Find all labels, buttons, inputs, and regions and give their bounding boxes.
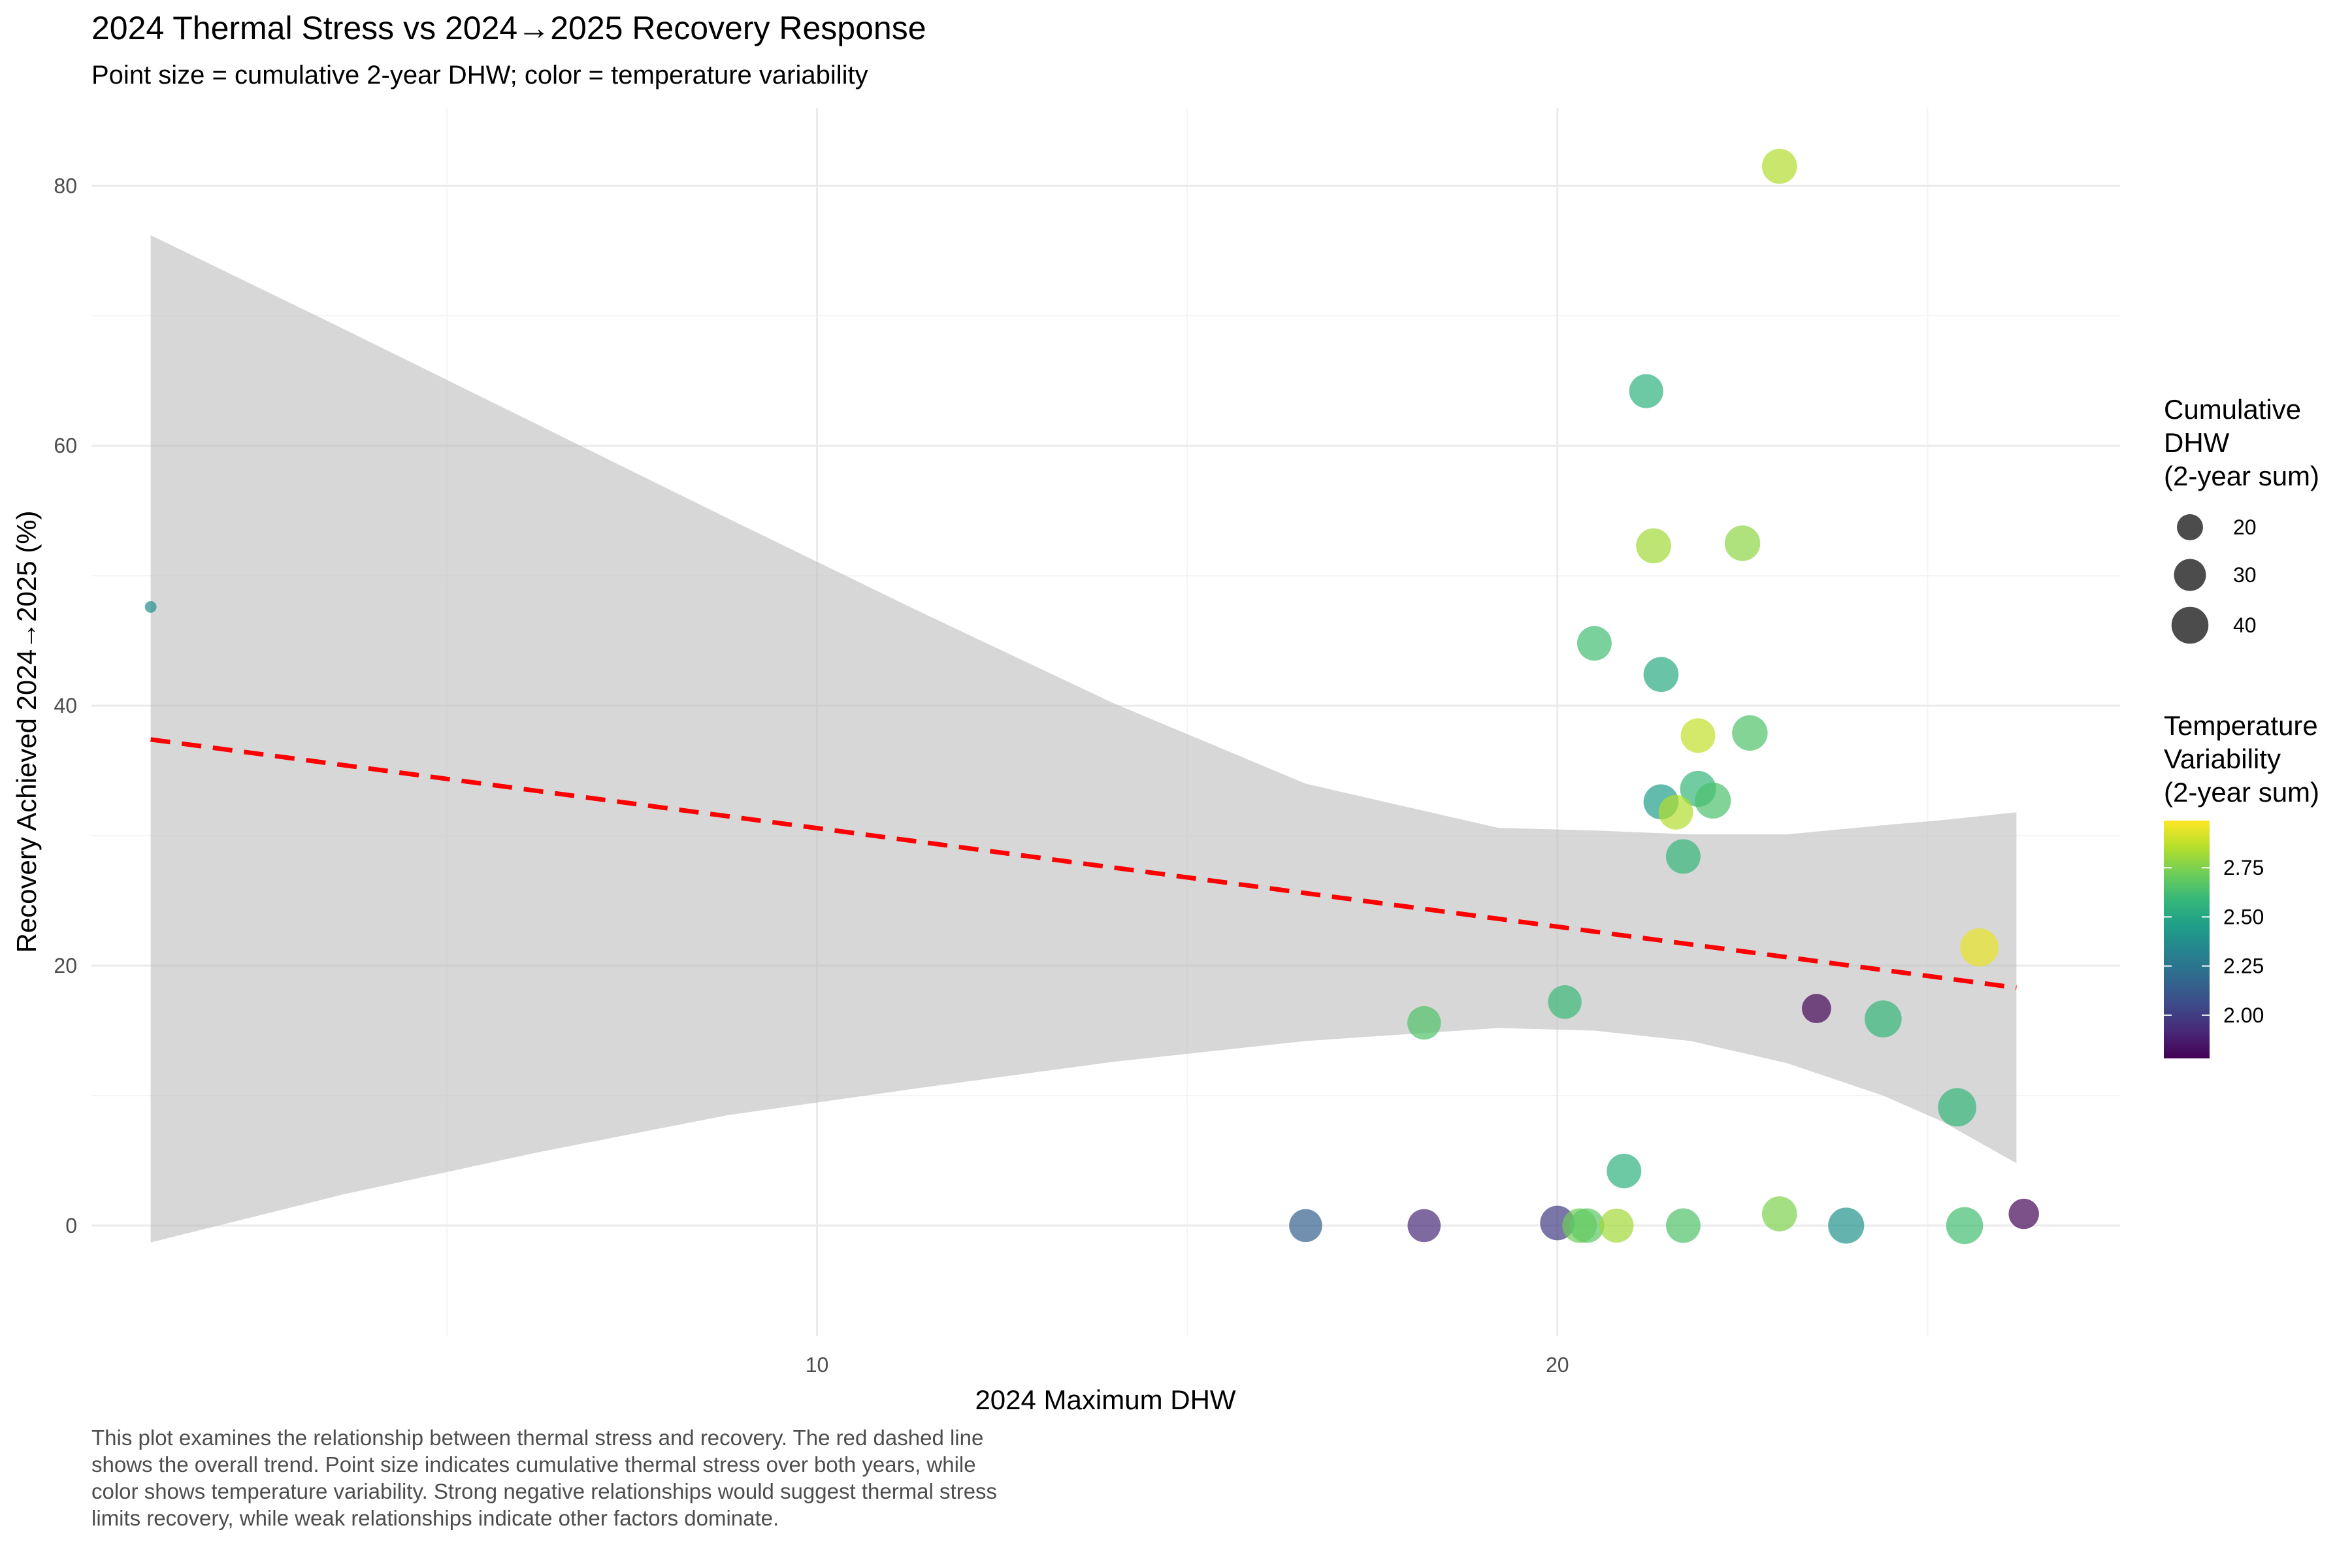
color-legend-title: Temperature (2164, 710, 2318, 741)
data-point (1960, 928, 1999, 967)
data-point (1569, 1208, 1605, 1243)
size-legend-key (2171, 606, 2209, 644)
color-legend-label: 2.25 (2223, 955, 2264, 978)
data-point (1938, 1088, 1977, 1127)
data-point (1665, 1208, 1701, 1243)
confidence-band-layer (150, 235, 2017, 1243)
color-legend-title: Variability (2164, 743, 2281, 774)
data-point (1680, 718, 1716, 753)
data-point (1761, 148, 1797, 184)
data-point (1828, 1207, 1865, 1244)
data-point (1658, 794, 1693, 830)
size-legend-label: 40 (2233, 613, 2257, 637)
data-point (1599, 1208, 1634, 1243)
y-tick-label: 0 (65, 1214, 77, 1237)
color-legend-label: 2.00 (2223, 1004, 2264, 1027)
color-legend-label: 2.75 (2223, 856, 2264, 879)
color-legend-bar (2164, 821, 2210, 1058)
data-point (1946, 1207, 1984, 1245)
chart-subtitle: Point size = cumulative 2-year DHW; colo… (91, 61, 868, 90)
data-point (1629, 374, 1663, 408)
x-tick-label: 20 (1546, 1353, 1569, 1377)
size-legend-title: DHW (2164, 427, 2230, 458)
scatter-points (144, 148, 2039, 1245)
data-point (1643, 657, 1679, 693)
data-point (1576, 626, 1612, 661)
data-point (1802, 994, 1831, 1024)
chart-title: 2024 Thermal Stress vs 2024→2025 Recover… (91, 10, 926, 46)
data-point (1607, 1153, 1642, 1188)
data-point (1665, 839, 1701, 874)
data-point (1761, 1196, 1797, 1232)
size-legend-title: (2-year sum) (2164, 461, 2319, 491)
data-point (1732, 715, 1768, 751)
chart-caption: This plot examines the relationship betw… (91, 1426, 998, 1530)
size-legend-key (2174, 559, 2206, 591)
y-tick-label: 40 (54, 694, 77, 717)
data-point (1407, 1005, 1441, 1040)
data-point (1636, 528, 1671, 564)
data-point (1695, 782, 1731, 819)
data-point (1724, 525, 1761, 561)
y-tick-label: 80 (54, 174, 77, 197)
data-point (144, 600, 157, 613)
color-legend-title: (2-year sum) (2164, 777, 2319, 808)
data-point (1548, 985, 1582, 1019)
data-point (1865, 1000, 1902, 1037)
color-legend-label: 2.50 (2223, 905, 2264, 928)
y-tick-label: 20 (54, 954, 77, 977)
data-point (1289, 1209, 1322, 1243)
x-tick-label: 10 (806, 1353, 829, 1377)
x-axis-title: 2024 Maximum DHW (975, 1384, 1235, 1415)
confidence-band (150, 235, 2017, 1243)
y-tick-label: 60 (54, 434, 77, 457)
y-axis-title: Recovery Achieved 2024→2025 (%) (11, 510, 42, 953)
trend-line (150, 737, 2017, 990)
trend-line-layer (150, 737, 2017, 990)
size-legend-label: 20 (2233, 515, 2257, 539)
size-legend-key (2177, 514, 2203, 540)
size-legend-label: 30 (2233, 563, 2257, 587)
size-legend-title: Cumulative (2164, 394, 2301, 425)
data-point (2008, 1198, 2039, 1230)
axis-ticks: 10 20 0 20 40 60 80 (54, 174, 1569, 1377)
data-point (1407, 1209, 1441, 1243)
